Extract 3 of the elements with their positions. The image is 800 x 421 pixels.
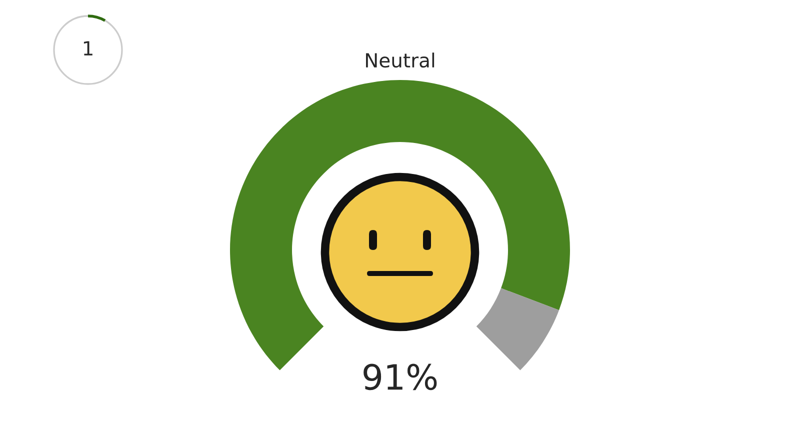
text: 91% bbox=[364, 364, 437, 390]
text: 1 bbox=[84, 41, 92, 56]
chart-title: Neutral bbox=[366, 52, 434, 68]
